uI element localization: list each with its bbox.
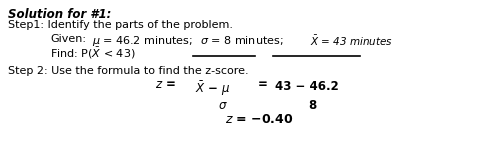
Text: Step 2: Use the formula to find the z-score.: Step 2: Use the formula to find the z-sc… (8, 66, 249, 76)
Text: =: = (258, 78, 268, 91)
Text: $\bar{X}$ = 43 minutes: $\bar{X}$ = 43 minutes (310, 34, 393, 48)
Text: 8: 8 (308, 99, 316, 112)
Text: $\bar{X}$ − $\mu$: $\bar{X}$ − $\mu$ (195, 80, 230, 98)
Text: Solution for #1:: Solution for #1: (8, 8, 112, 21)
Text: $z$ = −0.40: $z$ = −0.40 (225, 113, 294, 126)
Text: Find: P($\bar{X}$ < 43): Find: P($\bar{X}$ < 43) (50, 46, 135, 61)
Text: 43 − 46.2: 43 − 46.2 (275, 80, 339, 93)
Text: $\mu$ = 46.2 minutes;: $\mu$ = 46.2 minutes; (92, 34, 193, 48)
Text: Given:: Given: (50, 34, 86, 44)
Text: $\sigma$: $\sigma$ (218, 99, 228, 112)
Text: $z$ =: $z$ = (155, 78, 176, 91)
Text: Step1: Identify the parts of the problem.: Step1: Identify the parts of the problem… (8, 20, 233, 30)
Text: $\sigma$ = 8 minutes;: $\sigma$ = 8 minutes; (200, 34, 283, 47)
